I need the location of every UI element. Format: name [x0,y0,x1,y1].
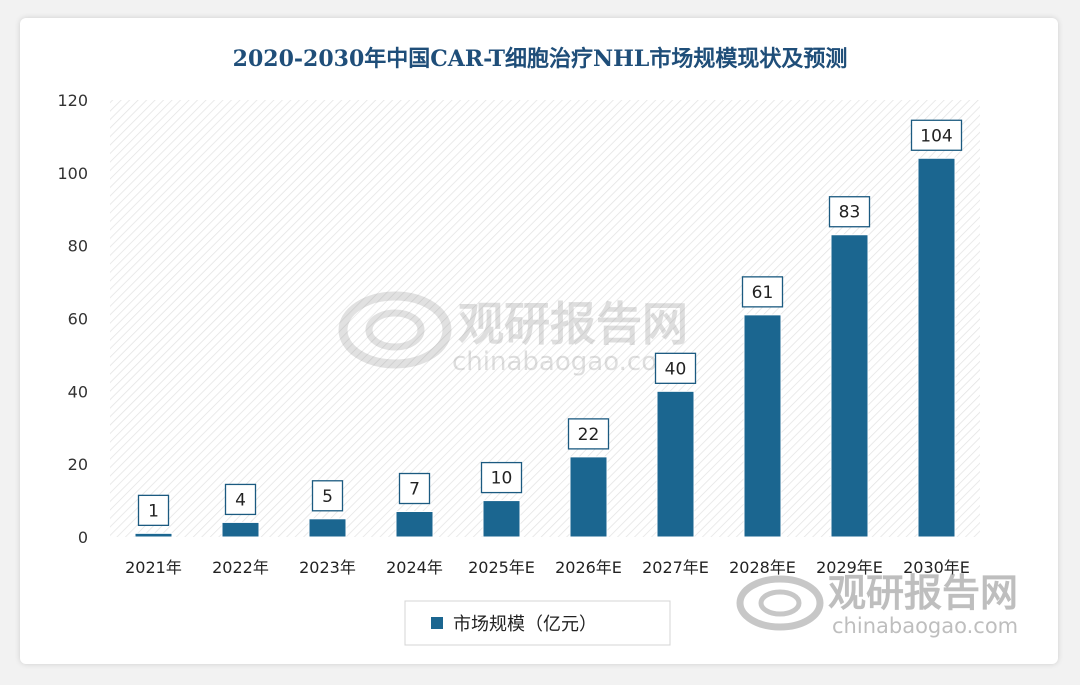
bar [743,314,782,538]
data-label: 40 [665,359,687,379]
bar [569,456,608,538]
watermark-center-en: chinabaogao.com [452,347,682,377]
watermark-corner-logo-icon [736,575,824,631]
y-axis: 0 20 40 60 80 100 120 [57,91,88,547]
bars-layer [134,157,956,538]
x-tick-label: 2021年 [125,558,182,577]
legend-label: 市场规模（亿元） [453,614,597,635]
y-tick-label: 120 [57,91,88,110]
bar [134,532,173,538]
data-labels-layer: 1 4 5 7 10 22 40 61 83 104 [137,119,963,527]
data-label-box [480,461,523,494]
y-tick-label: 0 [78,528,88,547]
data-label-box [741,276,784,308]
bar [917,157,956,538]
watermark-corner-en: chinabaogao.com [832,614,1018,638]
data-label-box [224,483,257,516]
y-tick-label: 100 [57,164,88,183]
y-tick-label: 20 [68,455,88,474]
y-tick-label: 80 [68,237,88,256]
legend: 市场规模（亿元） [404,600,671,646]
data-label-box [137,494,170,527]
data-label-box [398,472,431,505]
bar [395,511,434,538]
x-tick-label: 2027年E [642,558,709,577]
x-tick-label: 2028年E [729,558,796,577]
legend-swatch [431,617,443,629]
legend-box [404,600,671,646]
watermark-corner-cn: 观研报告网 [828,571,1018,615]
x-tick-label: 2026年E [555,558,622,577]
data-label: 4 [235,490,246,510]
data-label: 1 [148,501,159,521]
bar [830,234,869,538]
data-label-box [910,119,963,151]
data-label-box [828,196,871,228]
data-label-box [654,352,697,384]
x-tick-label: 2023年 [299,558,356,577]
data-label: 104 [920,126,952,146]
data-label: 61 [752,283,774,303]
data-label: 83 [839,203,861,223]
x-tick-label: 2022年 [212,558,269,577]
data-label: 10 [491,469,513,489]
data-label-box [311,480,344,512]
x-tick-label: 2025年E [468,558,535,577]
x-tick-label: 2029年E [816,558,883,577]
x-axis: 2021年 2022年 2023年 2024年 2025年E 2026年E 2027年E 20… [125,558,970,577]
watermark-center-cn: 观研报告网 [458,297,688,351]
watermark-corner: 观研报告网 chinabaogao.com [736,571,1018,638]
data-label-box [567,418,610,450]
bar [221,521,260,538]
data-label: 5 [322,487,333,507]
y-tick-label: 40 [68,382,88,401]
watermark-center: 观研报告网 chinabaogao.com [338,291,688,377]
x-tick-label: 2030年E [903,558,970,577]
watermark-logo-icon [338,291,452,369]
data-label: 7 [409,480,420,500]
x-tick-label: 2024年 [386,558,443,577]
bar [308,518,347,538]
bar [482,500,521,538]
bar [656,390,695,538]
data-label: 22 [578,425,600,445]
chart-title: 2020-2030年中国CAR-T细胞治疗NHL市场规模现状及预测 [233,46,848,72]
y-tick-label: 60 [68,310,88,329]
